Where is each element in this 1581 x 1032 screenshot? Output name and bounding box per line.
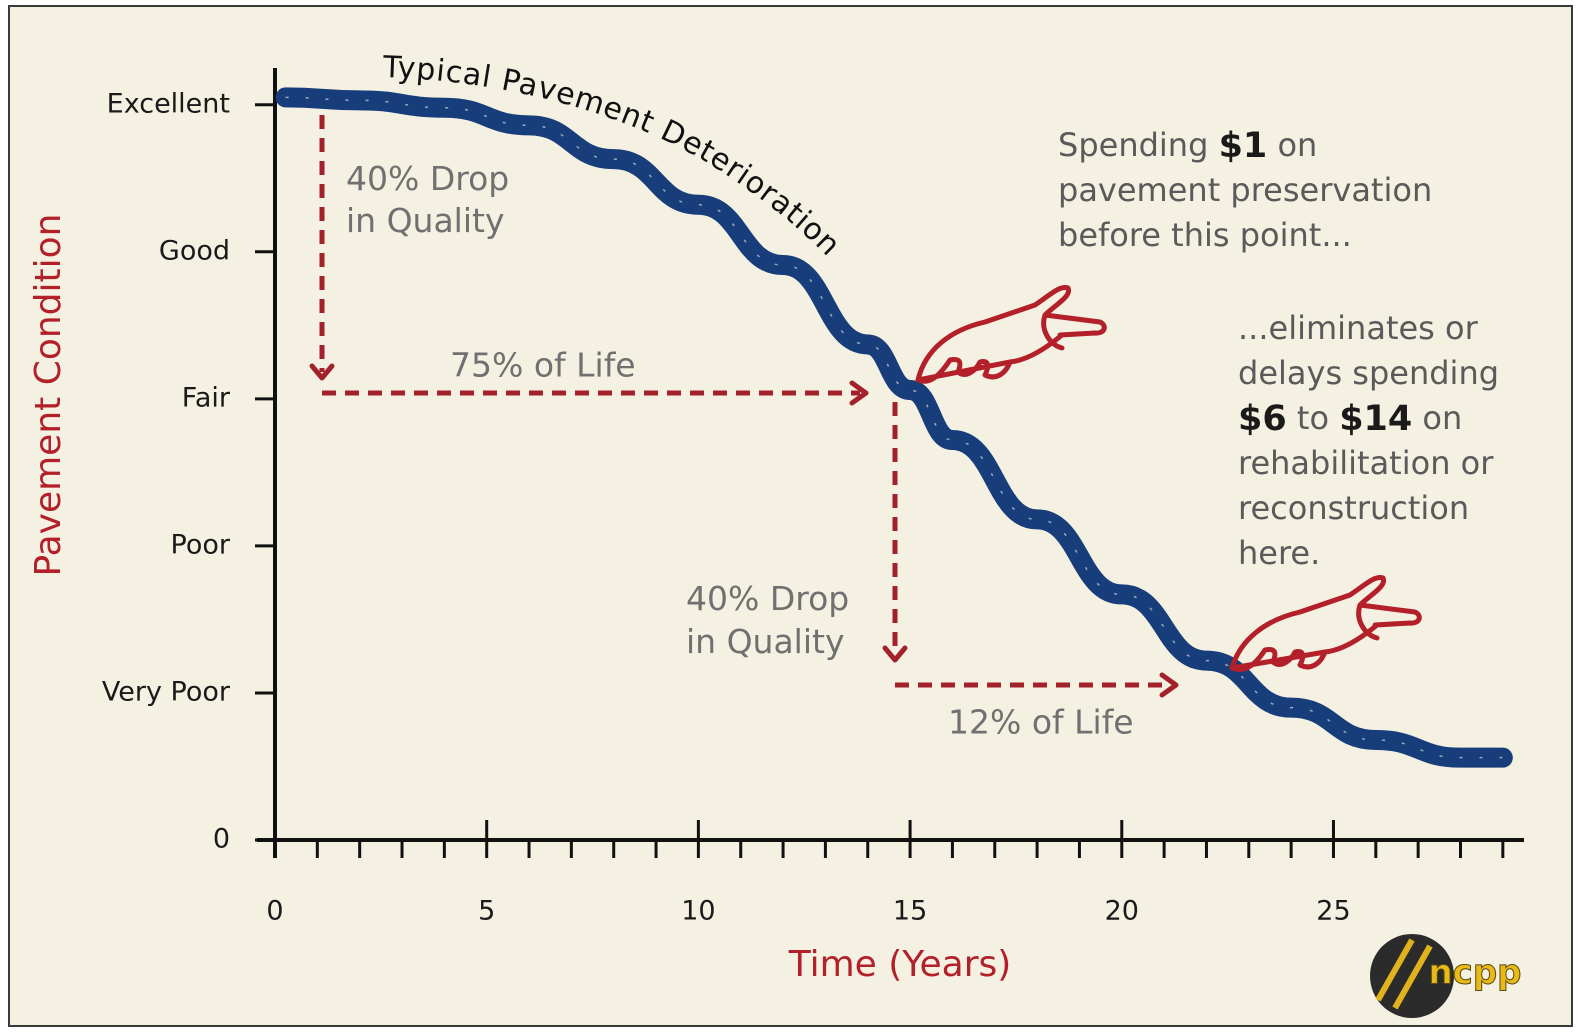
- y-tick-label: 0: [213, 824, 230, 855]
- note-bold: $1: [1219, 126, 1268, 166]
- note-text: pavement preservation: [1058, 171, 1432, 209]
- note-text: here.: [1238, 534, 1320, 572]
- annotation: 40% Drop in Quality: [346, 159, 520, 240]
- note-bold: $14: [1339, 399, 1412, 439]
- annotation: 12% of Life: [948, 703, 1134, 742]
- arrow-head: [309, 363, 335, 381]
- note-bold: $6: [1238, 399, 1287, 439]
- x-tick-label: 10: [681, 896, 715, 927]
- y-axis-label: Pavement Condition: [28, 214, 69, 577]
- note-text: on: [1412, 399, 1462, 437]
- annotation-line: 40% Drop: [346, 159, 509, 198]
- annotation: 75% of Life: [450, 346, 636, 385]
- y-tick-label: Very Poor: [102, 676, 231, 707]
- x-tick-label: 25: [1316, 896, 1350, 927]
- annotation-arrows: [309, 115, 1179, 698]
- annotation-line: in Quality: [346, 201, 505, 240]
- arrow-head: [849, 380, 869, 406]
- note-text: Spending: [1058, 126, 1219, 164]
- note-text: reconstruction: [1238, 489, 1469, 527]
- note-text: rehabilitation or: [1238, 444, 1494, 482]
- plot-area: 0 Very Poor Poor Fair Good Excellent 0 5 10 15 20 2…: [102, 68, 1524, 927]
- x-tick-label: 20: [1105, 896, 1139, 927]
- chart-frame: [8, 5, 1573, 1027]
- note-text: ...eliminates or: [1238, 309, 1479, 347]
- pointing-hand: [1229, 574, 1422, 672]
- logo-stripes: [1375, 938, 1433, 1010]
- pointing-hand: [915, 284, 1107, 384]
- y-tick-label: Excellent: [107, 88, 230, 119]
- arrow-head: [882, 645, 908, 663]
- y-tick-label: Good: [159, 235, 230, 266]
- arrow-head: [1159, 672, 1179, 698]
- x-axis-label: Time (Years): [788, 944, 1012, 985]
- y-tick-label: Poor: [171, 529, 231, 560]
- annotation: 40% Drop in Quality: [686, 579, 860, 661]
- note: Spending $1 on pavement preservation bef…: [1058, 126, 1442, 254]
- note-text: delays spending: [1238, 354, 1499, 392]
- x-tick-label: 0: [266, 896, 283, 927]
- x-tick-label: 15: [893, 896, 927, 927]
- annotation-line: in Quality: [686, 622, 845, 661]
- annotation-line: 40% Drop: [686, 579, 849, 618]
- curve-texture: [285, 96, 1503, 759]
- note-text: on: [1267, 126, 1317, 164]
- y-tick-label: Fair: [182, 382, 231, 413]
- note-text: to: [1287, 399, 1339, 437]
- x-tick-label: 5: [478, 896, 495, 927]
- note: ...eliminates or delays spending $6 to $…: [1238, 309, 1509, 572]
- logo-text: ncpp: [1428, 953, 1521, 993]
- note-text: before this point...: [1058, 216, 1352, 254]
